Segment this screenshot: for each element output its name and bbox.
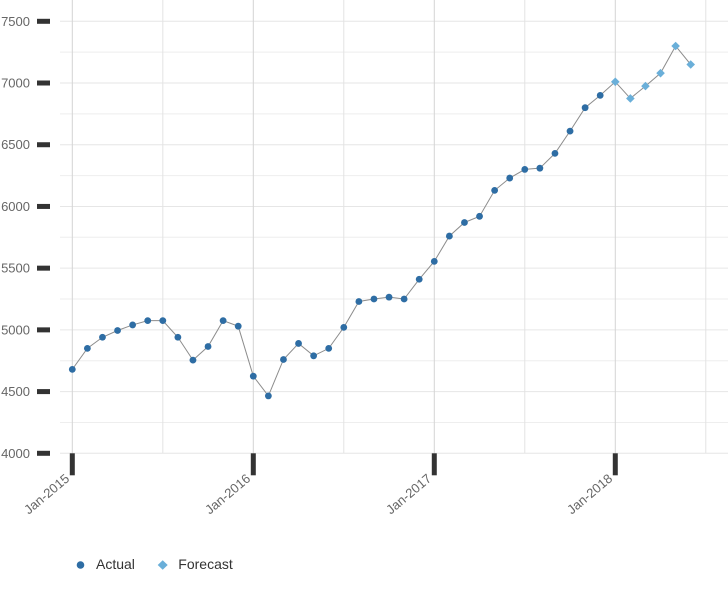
svg-text:4000: 4000: [1, 446, 30, 461]
svg-text:7500: 7500: [1, 14, 30, 29]
svg-text:5500: 5500: [1, 261, 30, 276]
svg-text:7000: 7000: [1, 76, 30, 91]
svg-text:6500: 6500: [1, 137, 30, 152]
svg-text:Jan-2015: Jan-2015: [21, 471, 72, 517]
svg-text:Forecast: Forecast: [178, 556, 233, 572]
svg-text:Actual: Actual: [96, 556, 135, 572]
svg-text:Jan-2017: Jan-2017: [383, 471, 434, 517]
svg-text:6000: 6000: [1, 199, 30, 214]
svg-text:Jan-2016: Jan-2016: [202, 471, 253, 517]
svg-text:Jan-2018: Jan-2018: [564, 471, 615, 517]
svg-text:5000: 5000: [1, 322, 30, 337]
svg-text:4500: 4500: [1, 384, 30, 399]
